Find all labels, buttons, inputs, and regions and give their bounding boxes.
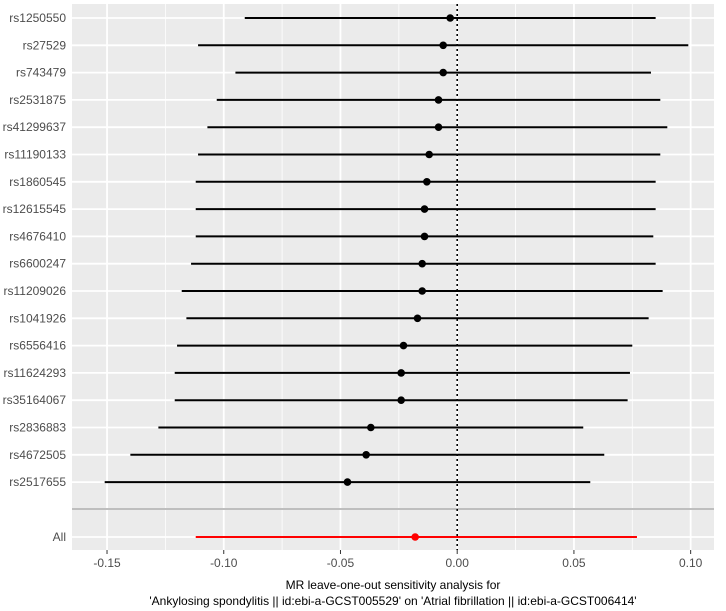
snp-label: rs1250550 — [9, 11, 66, 25]
point-estimate — [434, 96, 443, 104]
snp-label: rs41299637 — [3, 120, 67, 134]
point-estimate — [420, 205, 429, 213]
point-estimate — [397, 396, 405, 405]
x-axis-title-line2: 'Ankylosing spondylitis || id:ebi-a-GCST… — [149, 594, 636, 608]
snp-label: rs6600247 — [9, 257, 66, 271]
x-tick-label: 0.10 — [679, 556, 703, 570]
point-estimate — [439, 68, 447, 77]
snp-label: rs4676410 — [9, 229, 66, 243]
estimate-marks — [104, 14, 689, 541]
plot-panel — [72, 4, 714, 550]
point-estimate — [439, 41, 447, 50]
snp-label: rs1860545 — [9, 175, 66, 189]
point-estimate — [418, 287, 426, 295]
snp-label: rs2836883 — [9, 421, 66, 435]
x-tick-label: -0.10 — [210, 556, 238, 570]
snp-label: rs2531875 — [9, 93, 66, 107]
x-tick-label: 0.05 — [562, 556, 586, 570]
point-estimate — [362, 451, 370, 459]
snp-label: rs4672505 — [9, 448, 66, 462]
point-estimate — [420, 232, 429, 241]
point-estimate — [418, 259, 426, 268]
snp-label: rs11190133 — [4, 148, 66, 162]
snp-label: rs11624293 — [4, 366, 67, 380]
snp-label: rs11209026 — [4, 284, 67, 298]
snp-label: rs27529 — [23, 38, 67, 52]
point-estimate — [434, 123, 443, 131]
snp-label: rs35164067 — [3, 393, 67, 407]
point-estimate — [343, 478, 352, 486]
x-axis-title-line1: MR leave-one-out sensitivity analysis fo… — [286, 578, 501, 592]
snp-label: All — [53, 530, 66, 544]
x-axis: -0.15 -0.10 -0.05 0.00 0.05 0.10 — [93, 550, 703, 570]
snp-label: rs12615545 — [3, 202, 67, 216]
point-estimate — [367, 423, 375, 432]
point-estimate — [425, 150, 433, 159]
point-estimate — [446, 14, 454, 22]
point-estimate — [413, 314, 422, 323]
x-tick-label: -0.15 — [93, 556, 121, 570]
point-estimate — [399, 341, 408, 350]
snp-labels: rs1250550 rs27529 rs743479 rs2531875 rs41299… — [3, 11, 67, 544]
point-estimate — [397, 369, 405, 377]
point-estimate — [411, 533, 419, 541]
snp-label: rs6556416 — [9, 339, 66, 353]
snp-label: rs743479 — [16, 66, 66, 80]
snp-label: rs2517655 — [9, 475, 66, 489]
point-estimate — [423, 178, 431, 186]
snp-label: rs1041926 — [9, 311, 66, 325]
x-tick-label: 0.00 — [446, 556, 470, 570]
x-tick-label: -0.05 — [327, 556, 355, 570]
